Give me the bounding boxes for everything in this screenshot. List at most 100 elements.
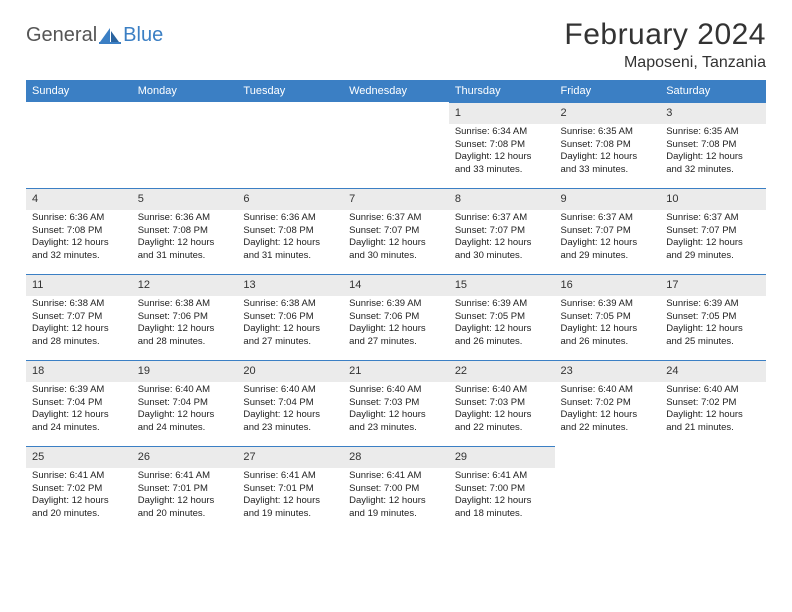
daylight-text: Daylight: 12 hours and 33 minutes. [561,151,655,177]
calendar-week-row: 11Sunrise: 6:38 AMSunset: 7:07 PMDayligh… [26,274,766,360]
sunset-text: Sunset: 7:07 PM [349,225,443,238]
daylight-text: Daylight: 12 hours and 23 minutes. [349,409,443,435]
calendar-cell: 13Sunrise: 6:38 AMSunset: 7:06 PMDayligh… [237,274,343,360]
daylight-text: Daylight: 12 hours and 32 minutes. [666,151,760,177]
daylight-text: Daylight: 12 hours and 24 minutes. [32,409,126,435]
daylight-text: Daylight: 12 hours and 19 minutes. [243,495,337,521]
day-number: 27 [237,446,343,468]
sunset-text: Sunset: 7:04 PM [243,397,337,410]
daylight-text: Daylight: 12 hours and 29 minutes. [561,237,655,263]
calendar-body: 1Sunrise: 6:34 AMSunset: 7:08 PMDaylight… [26,102,766,532]
sunset-text: Sunset: 7:08 PM [561,139,655,152]
day-number: 18 [26,360,132,382]
day-number: 5 [132,188,238,210]
daylight-text: Daylight: 12 hours and 18 minutes. [455,495,549,521]
calendar-cell: 22Sunrise: 6:40 AMSunset: 7:03 PMDayligh… [449,360,555,446]
day-detail: Sunrise: 6:40 AMSunset: 7:02 PMDaylight:… [660,382,766,441]
sunset-text: Sunset: 7:08 PM [666,139,760,152]
day-detail: Sunrise: 6:41 AMSunset: 7:02 PMDaylight:… [26,468,132,527]
calendar-cell [237,102,343,188]
day-number: 9 [555,188,661,210]
calendar-cell: 15Sunrise: 6:39 AMSunset: 7:05 PMDayligh… [449,274,555,360]
sunset-text: Sunset: 7:06 PM [349,311,443,324]
sunrise-text: Sunrise: 6:37 AM [561,212,655,225]
sunset-text: Sunset: 7:03 PM [349,397,443,410]
sunset-text: Sunset: 7:00 PM [455,483,549,496]
sunset-text: Sunset: 7:05 PM [666,311,760,324]
sunset-text: Sunset: 7:08 PM [243,225,337,238]
sunrise-text: Sunrise: 6:36 AM [138,212,232,225]
empty-day [132,102,238,123]
location-label: Maposeni, Tanzania [564,54,766,72]
empty-day [237,102,343,123]
day-number: 19 [132,360,238,382]
sunrise-text: Sunrise: 6:39 AM [349,298,443,311]
day-number: 25 [26,446,132,468]
sunrise-text: Sunrise: 6:37 AM [455,212,549,225]
daylight-text: Daylight: 12 hours and 26 minutes. [561,323,655,349]
daylight-text: Daylight: 12 hours and 27 minutes. [243,323,337,349]
day-header: Monday [132,80,238,102]
day-detail: Sunrise: 6:34 AMSunset: 7:08 PMDaylight:… [449,124,555,183]
sunrise-text: Sunrise: 6:39 AM [666,298,760,311]
daylight-text: Daylight: 12 hours and 20 minutes. [138,495,232,521]
day-detail: Sunrise: 6:40 AMSunset: 7:02 PMDaylight:… [555,382,661,441]
sunrise-text: Sunrise: 6:35 AM [561,126,655,139]
calendar-cell: 12Sunrise: 6:38 AMSunset: 7:06 PMDayligh… [132,274,238,360]
day-detail: Sunrise: 6:41 AMSunset: 7:01 PMDaylight:… [132,468,238,527]
day-detail: Sunrise: 6:37 AMSunset: 7:07 PMDaylight:… [660,210,766,269]
sunrise-text: Sunrise: 6:39 AM [561,298,655,311]
calendar-cell [660,446,766,532]
day-header: Friday [555,80,661,102]
sunset-text: Sunset: 7:04 PM [138,397,232,410]
page-header: General Blue February 2024 Maposeni, Tan… [26,18,766,72]
day-detail: Sunrise: 6:36 AMSunset: 7:08 PMDaylight:… [237,210,343,269]
day-header: Tuesday [237,80,343,102]
calendar-cell [26,102,132,188]
calendar-cell: 5Sunrise: 6:36 AMSunset: 7:08 PMDaylight… [132,188,238,274]
day-detail: Sunrise: 6:38 AMSunset: 7:06 PMDaylight:… [132,296,238,355]
calendar-cell: 9Sunrise: 6:37 AMSunset: 7:07 PMDaylight… [555,188,661,274]
day-number: 24 [660,360,766,382]
sunrise-text: Sunrise: 6:40 AM [455,384,549,397]
sunset-text: Sunset: 7:01 PM [243,483,337,496]
sunset-text: Sunset: 7:03 PM [455,397,549,410]
sunrise-text: Sunrise: 6:41 AM [138,470,232,483]
calendar-cell: 19Sunrise: 6:40 AMSunset: 7:04 PMDayligh… [132,360,238,446]
sunrise-text: Sunrise: 6:41 AM [455,470,549,483]
day-header: Sunday [26,80,132,102]
sunset-text: Sunset: 7:04 PM [32,397,126,410]
logo-text-blue: Blue [123,24,163,47]
calendar-week-row: 1Sunrise: 6:34 AMSunset: 7:08 PMDaylight… [26,102,766,188]
calendar-cell: 16Sunrise: 6:39 AMSunset: 7:05 PMDayligh… [555,274,661,360]
day-number: 1 [449,102,555,124]
day-detail: Sunrise: 6:39 AMSunset: 7:04 PMDaylight:… [26,382,132,441]
calendar-cell: 6Sunrise: 6:36 AMSunset: 7:08 PMDaylight… [237,188,343,274]
day-detail: Sunrise: 6:35 AMSunset: 7:08 PMDaylight:… [660,124,766,183]
sunrise-text: Sunrise: 6:35 AM [666,126,760,139]
day-number: 2 [555,102,661,124]
calendar-table: Sunday Monday Tuesday Wednesday Thursday… [26,80,766,532]
sunset-text: Sunset: 7:00 PM [349,483,443,496]
sunset-text: Sunset: 7:05 PM [455,311,549,324]
sunset-text: Sunset: 7:08 PM [138,225,232,238]
logo-sail-icon [99,27,121,45]
day-detail: Sunrise: 6:37 AMSunset: 7:07 PMDaylight:… [343,210,449,269]
calendar-cell: 4Sunrise: 6:36 AMSunset: 7:08 PMDaylight… [26,188,132,274]
sunset-text: Sunset: 7:08 PM [455,139,549,152]
daylight-text: Daylight: 12 hours and 30 minutes. [349,237,443,263]
day-number: 8 [449,188,555,210]
calendar-cell: 21Sunrise: 6:40 AMSunset: 7:03 PMDayligh… [343,360,449,446]
logo-text-general: General [26,24,97,47]
sunrise-text: Sunrise: 6:40 AM [243,384,337,397]
calendar-cell [555,446,661,532]
sunrise-text: Sunrise: 6:36 AM [243,212,337,225]
sunrise-text: Sunrise: 6:40 AM [666,384,760,397]
day-detail: Sunrise: 6:40 AMSunset: 7:04 PMDaylight:… [237,382,343,441]
daylight-text: Daylight: 12 hours and 20 minutes. [32,495,126,521]
sunrise-text: Sunrise: 6:34 AM [455,126,549,139]
day-detail: Sunrise: 6:37 AMSunset: 7:07 PMDaylight:… [449,210,555,269]
month-title: February 2024 [564,18,766,52]
title-block: February 2024 Maposeni, Tanzania [564,18,766,72]
sunset-text: Sunset: 7:02 PM [561,397,655,410]
